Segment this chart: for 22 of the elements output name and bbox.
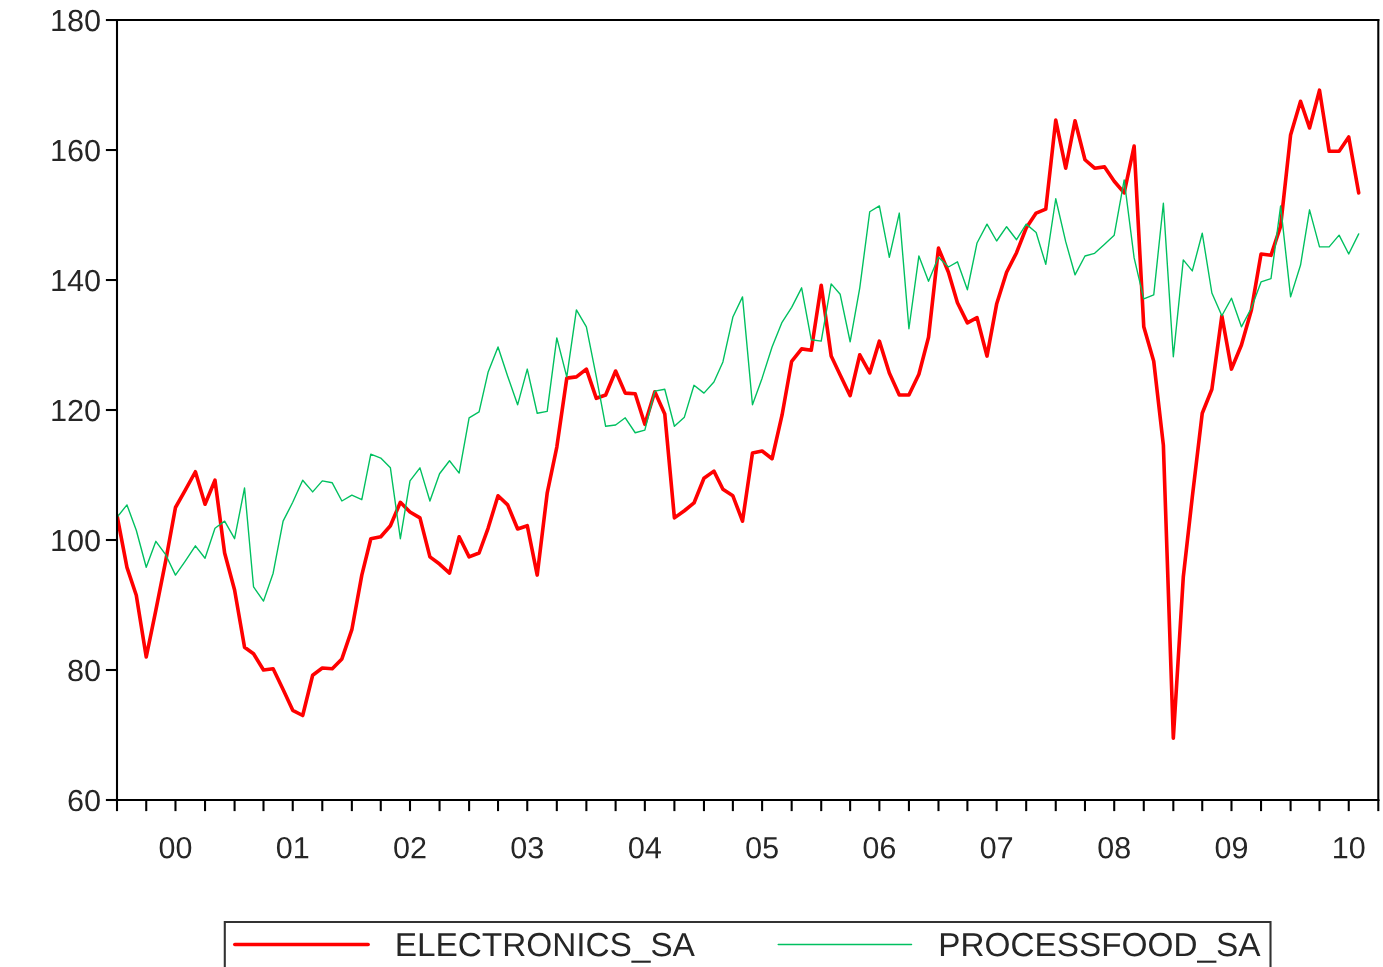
y-tick-label: 100 <box>52 529 100 552</box>
x-tick-label: 08 <box>1098 836 1130 859</box>
x-tick-label: 04 <box>629 836 661 859</box>
x-tick-label: 05 <box>746 836 778 859</box>
x-tick-label: 09 <box>1215 836 1248 859</box>
x-tick-label: 00 <box>159 836 192 859</box>
x-tick-label: 02 <box>394 836 426 859</box>
legend-label: PROCESSFOOD_SA <box>940 932 1261 963</box>
x-tick-label: 10 <box>1334 836 1365 859</box>
line-series <box>117 179 1360 602</box>
x-tick-label: 01 <box>276 836 309 859</box>
y-tick-label: 160 <box>52 139 100 162</box>
y-tick-label: 60 <box>68 789 100 812</box>
y-tick-label: 180 <box>52 9 100 32</box>
y-tick-label: 140 <box>52 269 100 292</box>
legend-label: ELECTRONICS_SA <box>397 932 695 963</box>
x-tick-label: 06 <box>863 836 896 859</box>
y-tick-label: 80 <box>68 659 100 682</box>
y-tick-label: 120 <box>52 399 100 422</box>
x-tick-label: 07 <box>980 836 1013 859</box>
line-series <box>117 88 1361 741</box>
x-tick-label: 03 <box>511 836 543 859</box>
